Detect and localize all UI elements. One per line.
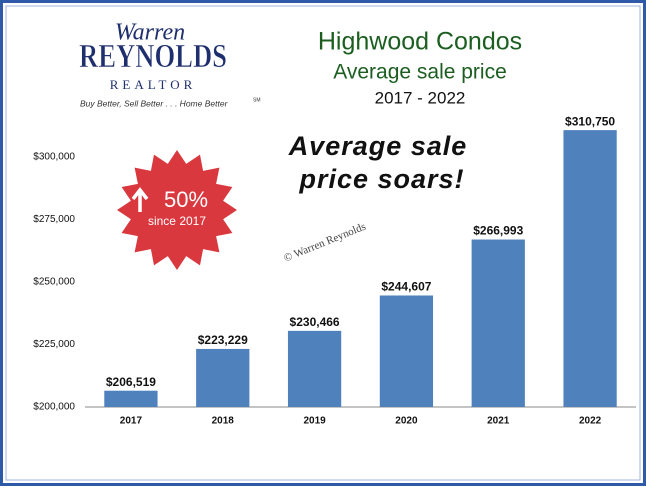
- badge: 50% since 2017: [117, 150, 237, 270]
- chart-title: Highwood Condos: [318, 28, 522, 56]
- value-label: $266,993: [473, 224, 523, 238]
- bar: [471, 239, 525, 407]
- badge-value: 50%: [164, 187, 208, 212]
- value-label: $310,750: [565, 114, 615, 128]
- x-tick-label: 2021: [487, 416, 510, 427]
- logo-name: REYNOLDS: [79, 38, 227, 75]
- badge-star: [117, 150, 237, 270]
- badge-arrow: [131, 187, 149, 212]
- value-label: $230,466: [290, 315, 340, 329]
- value-label: $244,607: [381, 280, 431, 294]
- chart-subtitle: Average sale price: [333, 61, 507, 84]
- logo-tagline: Buy Better, Sell Better . . . Home Bette…: [80, 98, 229, 108]
- logo-role: REALTOR: [110, 77, 197, 92]
- bar: [379, 295, 434, 407]
- logo: Warren REYNOLDS REALTOR Buy Better, Sell…: [79, 20, 261, 109]
- bar: [196, 348, 250, 407]
- y-tick-label: $250,000: [33, 277, 75, 288]
- x-tick-label: 2018: [212, 416, 235, 427]
- bar: [287, 330, 342, 407]
- y-tick-label: $275,000: [33, 214, 75, 225]
- value-label: $223,229: [198, 333, 248, 347]
- logo-mark: SM: [253, 97, 261, 103]
- inner-frame: [5, 5, 641, 481]
- x-tick-label: 2022: [579, 416, 602, 427]
- y-tick-label: $300,000: [33, 152, 75, 163]
- bar: [563, 130, 617, 407]
- bar: [104, 390, 158, 407]
- y-tick-label: $225,000: [33, 339, 75, 350]
- y-tick-label: $200,000: [33, 402, 75, 413]
- badge-caption: since 2017: [148, 214, 206, 228]
- period: 2017 - 2022: [375, 88, 466, 107]
- x-tick-label: 2017: [120, 416, 143, 427]
- logo-script: Warren: [115, 20, 185, 46]
- annotation: price soars!: [298, 164, 464, 194]
- x-tick-label: 2020: [395, 416, 418, 427]
- value-label: $206,519: [106, 375, 156, 389]
- annotation: Average sale: [288, 131, 468, 161]
- x-tick-label: 2019: [303, 416, 326, 427]
